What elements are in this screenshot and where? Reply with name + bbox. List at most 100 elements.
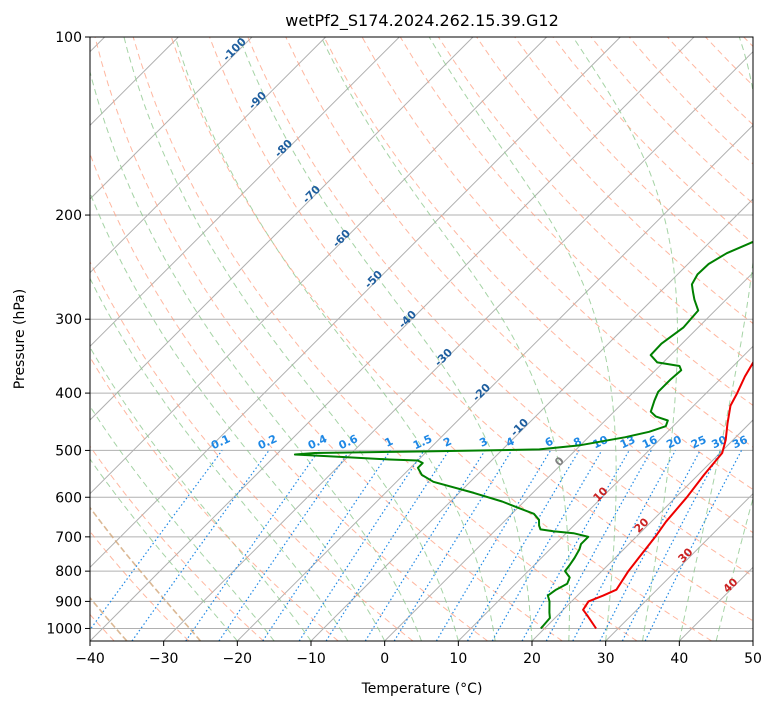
dry-adiabat-line <box>170 37 712 641</box>
dry-adiabat-line <box>90 445 264 641</box>
mixing-ratio-line <box>644 450 743 641</box>
mixing-ratio-label: 0.6 <box>337 432 360 452</box>
isotherm-line <box>163 50 753 641</box>
isotherm-line <box>90 37 253 200</box>
isotherm-line <box>90 37 695 641</box>
y-tick-label: 500 <box>55 443 82 459</box>
mixing-ratio-line <box>131 450 270 641</box>
dry-adiabat-label: -100 <box>220 35 249 64</box>
moist-adiabat-line <box>320 37 570 641</box>
dry-adiabat-label: 40 <box>721 575 741 595</box>
chart-title: wetPf2_S174.2024.262.15.39.G12 <box>285 11 559 31</box>
mixing-ratio-line <box>90 450 223 631</box>
dry-adiabat-line <box>132 37 638 641</box>
dry-adiabat-label: -50 <box>362 268 385 291</box>
x-tick-label: 20 <box>523 651 541 667</box>
isotherm-line <box>605 492 753 641</box>
moist-adiabats <box>90 37 753 641</box>
mixing-ratio-line <box>364 450 486 641</box>
dry-adiabat-label: -90 <box>246 89 269 112</box>
y-tick-label: 400 <box>55 386 82 402</box>
y-tick-label: 800 <box>55 564 82 580</box>
dry-adiabat-line <box>285 37 753 534</box>
isotherm-line <box>531 419 753 641</box>
y-axis-label: Pressure (hPa) <box>12 289 28 389</box>
mixing-ratio-label: 1 <box>383 435 395 450</box>
x-axis-label: Temperature (°C) <box>361 681 483 697</box>
x-tick-label: −10 <box>296 651 326 667</box>
y-tick-label: 300 <box>55 312 82 328</box>
dry-adiabat-line <box>90 356 339 641</box>
isotherm-line <box>384 271 753 641</box>
mixing-ratio-line <box>621 450 722 641</box>
dry-adiabat-line <box>90 152 488 641</box>
dry-adiabat-label: -80 <box>272 137 295 160</box>
mixing-ratio-line <box>298 450 425 641</box>
dry-adiabat-label: -60 <box>330 227 353 250</box>
y-tick-label: 700 <box>55 530 82 546</box>
moist-adiabat-line <box>715 496 753 641</box>
mixing-ratio-label: 36 <box>730 433 750 451</box>
moist-adiabat-line <box>123 37 459 641</box>
curve-labels: 0.1 0.2 0.4 0.6 1 1.5 2 3 4 6 8 10 13 16 20 25 30 36-100-… <box>209 35 750 596</box>
wet-bulb-potential-curves <box>90 506 202 641</box>
mixing-ratio-label: 0.2 <box>256 432 279 452</box>
isotherm-line <box>90 37 327 274</box>
dry-adiabat-line <box>209 37 753 622</box>
plot-area: 0.1 0.2 0.4 0.6 1 1.5 2 3 4 6 8 10 13 16 20 25 30 36-100-… <box>90 35 753 641</box>
mixing-ratio-line <box>185 450 320 641</box>
x-tick-label: 30 <box>597 651 615 667</box>
moist-adiabat-line <box>572 37 678 641</box>
dry-adiabat-label: 10 <box>591 484 611 504</box>
isotherm-line <box>90 37 548 495</box>
isotherm-line <box>678 566 753 641</box>
moist-adiabat-line <box>90 191 386 641</box>
dry-adiabat-label: -30 <box>432 346 455 369</box>
wet-bulb-potential-line <box>90 506 202 641</box>
moist-adiabat-line <box>90 346 312 641</box>
dry-adiabat-line <box>437 37 753 365</box>
moist-adiabat-line <box>238 37 533 641</box>
mixing-ratio-label: 25 <box>689 433 708 451</box>
moist-adiabat-line <box>90 277 349 641</box>
isotherm-line <box>752 640 753 641</box>
mixing-ratio-label: 0.1 <box>209 432 232 452</box>
moist-adiabat-line <box>90 458 238 641</box>
moist-adiabat-line <box>678 37 753 641</box>
mixing-ratio-line <box>572 450 677 641</box>
dry-adiabat-line <box>476 37 753 325</box>
dry-adiabat-label: 30 <box>676 545 696 565</box>
isotherm-line <box>236 124 753 641</box>
mixing-ratio-line <box>218 450 351 641</box>
mixing-ratio-line <box>325 450 450 641</box>
mixing-ratio-lines <box>90 450 743 641</box>
isotherm-line <box>310 198 753 641</box>
dry-adiabats <box>90 37 753 641</box>
wet-bulb-potential-line <box>90 596 128 641</box>
x-tick-label: 50 <box>744 651 762 667</box>
moist-adiabat-line <box>428 37 617 641</box>
isotherm-line <box>90 37 474 421</box>
x-tick-label: 40 <box>670 651 688 667</box>
mixing-ratio-line <box>545 450 652 641</box>
moist-adiabat-line <box>90 405 275 641</box>
dry-adiabat-line <box>705 37 753 87</box>
x-tick-label: 0 <box>380 651 389 667</box>
dewpoint-line <box>293 240 753 630</box>
mixing-ratio-line <box>393 450 513 641</box>
moist-adiabat-line <box>90 69 422 641</box>
dry-adiabat-line <box>323 37 753 491</box>
dry-adiabat-label: -20 <box>470 381 493 404</box>
temperature-line <box>582 360 753 630</box>
x-axis-ticks: −40 −30 −20 −10 0 10 20 30 40 50 <box>75 641 762 667</box>
isotherm-line <box>457 345 753 641</box>
mixing-ratio-line <box>466 450 580 641</box>
y-axis-ticks: 100 200 300 400 500 600 700 800 900 1000 <box>46 30 90 637</box>
y-tick-label: 1000 <box>46 621 82 637</box>
moist-adiabat-line <box>752 639 753 641</box>
dry-adiabat-line <box>514 37 753 284</box>
mixing-ratio-label: 8 <box>571 435 583 450</box>
sounding-series <box>293 240 753 630</box>
mixing-ratio-label: 16 <box>640 433 660 451</box>
dry-adiabat-line <box>90 260 414 641</box>
